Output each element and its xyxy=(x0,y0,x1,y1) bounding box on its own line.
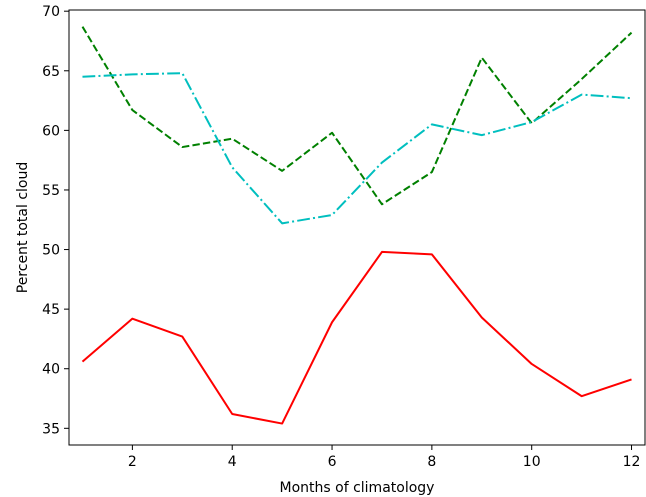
y-tick-label: 45 xyxy=(42,302,60,318)
x-axis: 2 4 6 8 10 12 xyxy=(128,445,641,470)
plot-area xyxy=(68,9,646,446)
y-tick-label: 35 xyxy=(42,421,60,437)
x-tick-label: 6 xyxy=(328,454,337,470)
x-tick-label: 12 xyxy=(623,454,641,470)
y-tick-label: 50 xyxy=(42,243,60,259)
y-tick-label: 55 xyxy=(42,183,60,199)
series-layer xyxy=(81,26,633,425)
series-line-1 xyxy=(81,250,632,425)
y-tick-label: 60 xyxy=(42,123,60,139)
x-tick-label: 4 xyxy=(228,454,237,470)
y-axis-label: Percent total cloud xyxy=(15,162,31,294)
x-tick-label: 10 xyxy=(523,454,541,470)
x-axis-label: Months of climatology xyxy=(280,480,435,496)
y-tick-label: 65 xyxy=(42,64,60,80)
x-tick-label: 8 xyxy=(427,454,436,470)
series-line-2 xyxy=(81,26,633,206)
y-tick-label: 40 xyxy=(42,362,60,378)
y-tick-label: 70 xyxy=(42,4,60,20)
x-tick-label: 2 xyxy=(128,454,137,470)
y-axis: 35 40 45 50 55 60 65 70 xyxy=(42,4,69,437)
series-line-3 xyxy=(82,72,632,225)
